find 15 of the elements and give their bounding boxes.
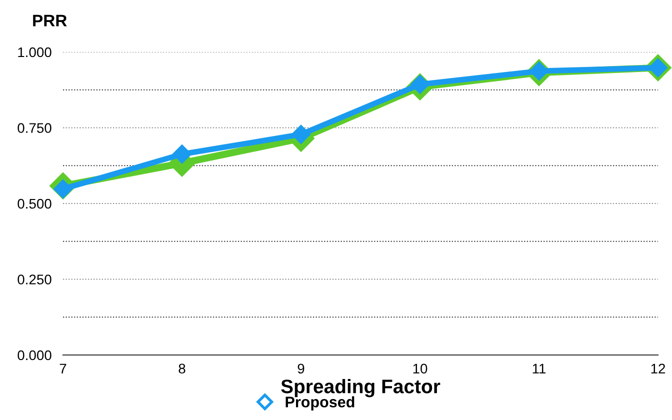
x-tick-label: 12 — [651, 364, 666, 374]
y-tick-label: 0.000 — [18, 350, 52, 360]
y-tick-label: 0.500 — [18, 198, 52, 209]
x-tick-label: 7 — [60, 364, 66, 374]
legend-label: Proposed — [286, 396, 354, 410]
point — [172, 144, 192, 164]
y-tick-label: 0.750 — [18, 123, 52, 133]
x-tick-label: 10 — [413, 364, 428, 374]
x-tick-label: 11 — [532, 364, 546, 374]
y-tick-label: 1.000 — [18, 47, 52, 58]
x-tick-label: 8 — [178, 364, 186, 374]
y-tick-label: 0.250 — [18, 274, 52, 284]
y-axis-title: PRR — [33, 14, 67, 26]
x-axis-title: Spreading Factor — [281, 379, 440, 398]
x-tick-label: 9 — [298, 364, 304, 374]
